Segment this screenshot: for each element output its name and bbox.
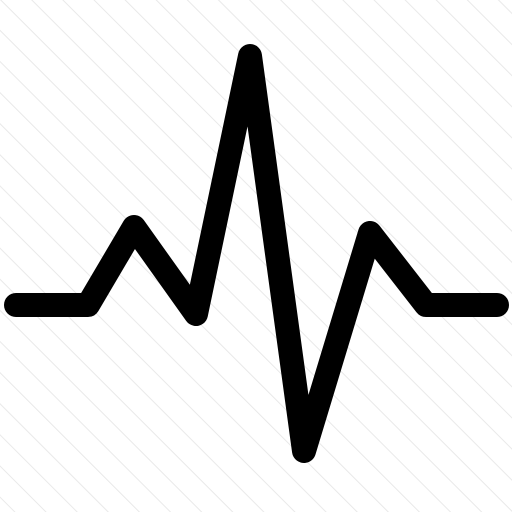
heartbeat-line-icon: [4, 44, 509, 463]
